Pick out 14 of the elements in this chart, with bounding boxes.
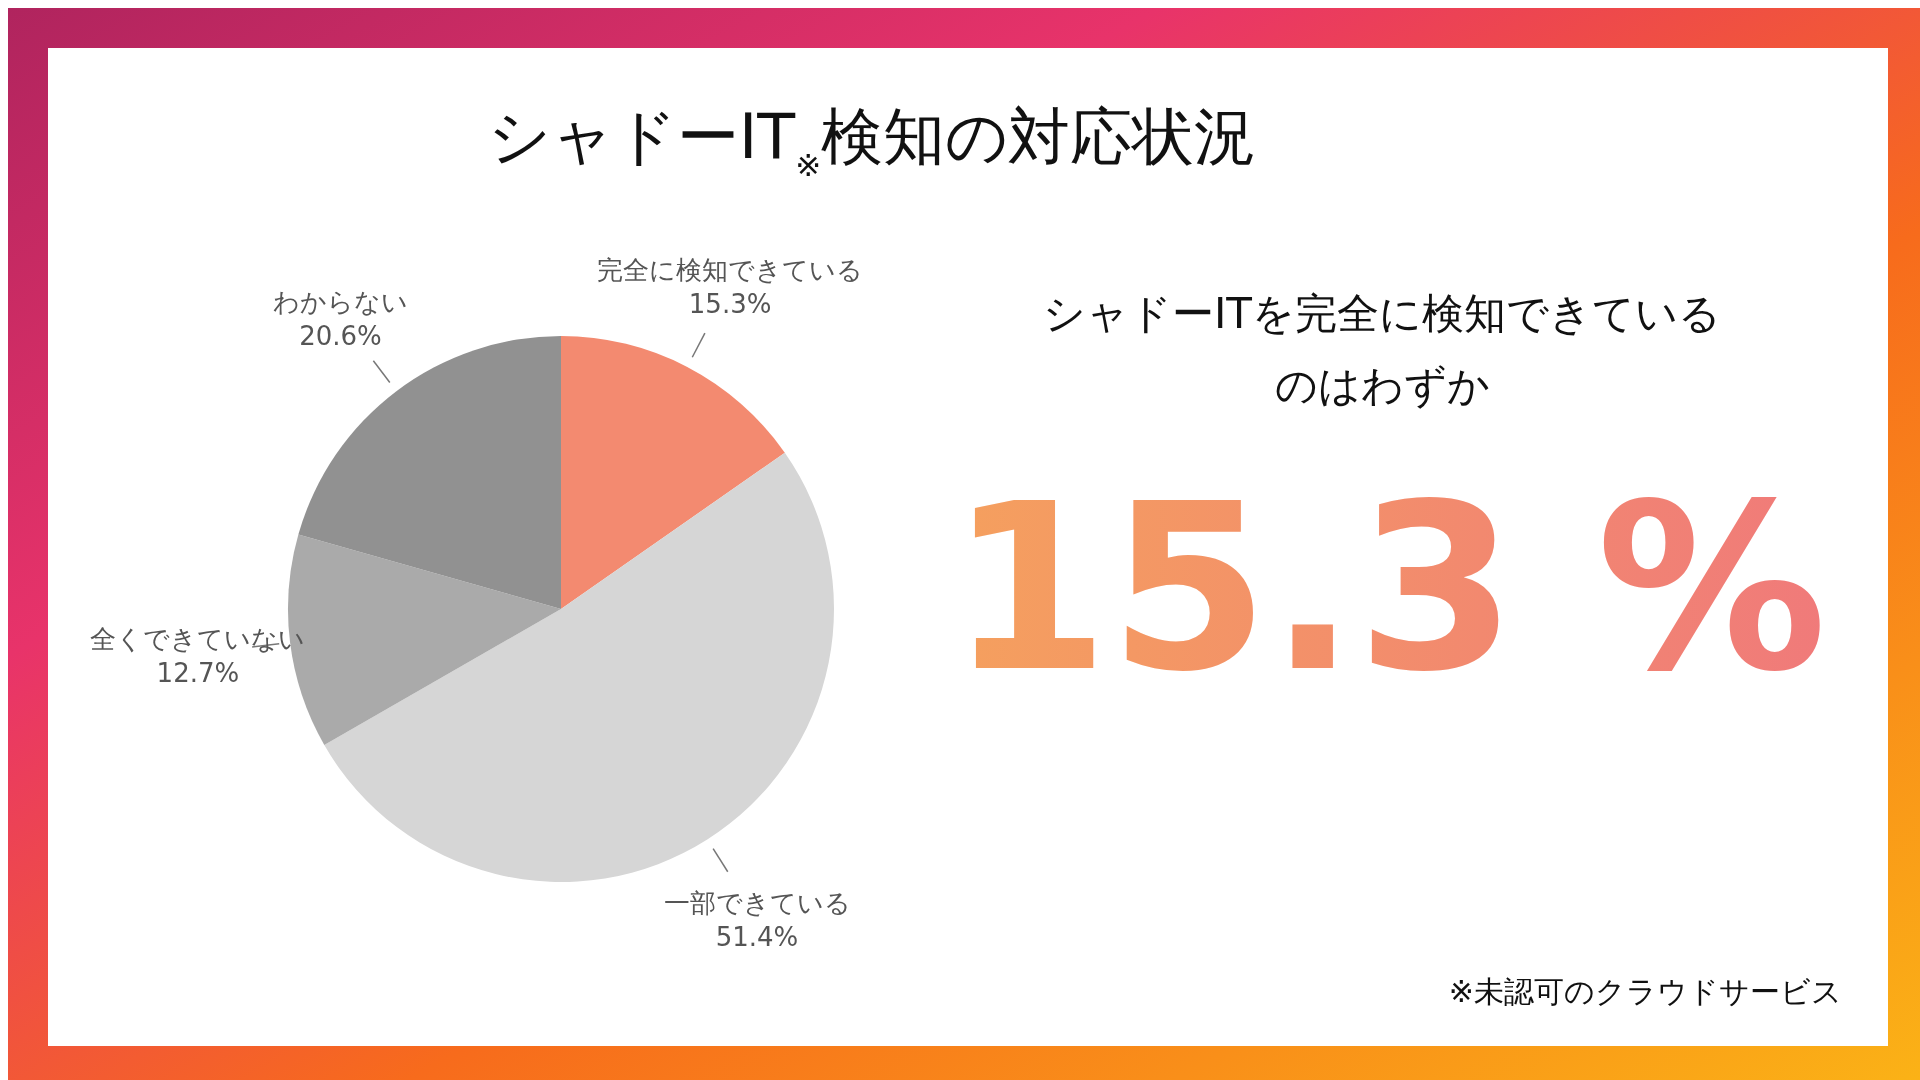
text: のはわずか [1274, 361, 1490, 410]
pie-slice [324, 452, 834, 882]
slice-label: 完全に検知できている [597, 254, 864, 285]
data-label: 20.6% [299, 321, 382, 352]
data-label: 51.4% [715, 921, 799, 952]
data-label: 15.3% [688, 288, 772, 319]
pie-slice [561, 336, 785, 609]
chart-title: シャドーIT$_{※}$検知の対応状況 [488, 100, 1257, 183]
text: シャドーITを完全に検知できている [1042, 289, 1722, 338]
slice-label: わからない [272, 287, 408, 318]
text: ※未認可のクラウドサービス [1448, 974, 1842, 1009]
data-label: 12.7% [156, 657, 240, 688]
text: 15.3 % [949, 455, 1827, 722]
slice-label: 一部できている [663, 887, 851, 918]
